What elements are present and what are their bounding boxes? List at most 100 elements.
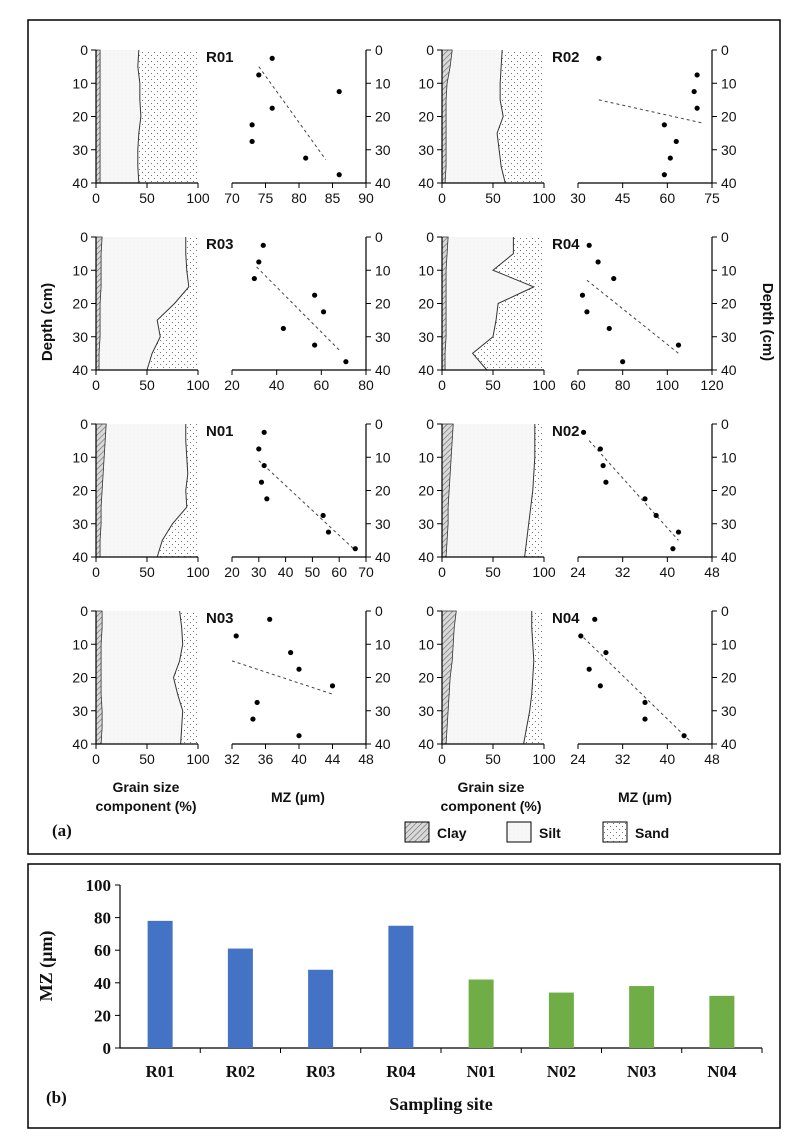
mz-x-tick-label: 60 (660, 190, 676, 206)
mz-x-tick-label: 30 (251, 564, 267, 580)
mz-point (592, 616, 598, 622)
mz-point (642, 699, 648, 706)
mz-point (694, 72, 700, 78)
mz-point (603, 649, 609, 656)
mz-x-tick-label: 80 (291, 190, 307, 206)
mz-point (325, 529, 332, 535)
mz-point (586, 666, 592, 672)
bar-r04 (388, 925, 414, 1048)
mz-depth-tick-label: 10 (721, 262, 737, 278)
panel-b-label: (b) (46, 1088, 67, 1107)
trend-line (231, 660, 333, 695)
mz-depth-tick-label: 40 (375, 549, 391, 565)
mz-point (596, 55, 602, 61)
panel-a-frame (27, 19, 781, 855)
mz-profile-r02: R02 0 10 20 30 40 30 45 60 75 (552, 42, 737, 206)
mz-depth-tick-label: 40 (721, 736, 737, 752)
mz-depth-tick-label: 20 (721, 670, 737, 686)
depth-tick-label: 10 (72, 262, 88, 278)
mz-point (320, 309, 327, 315)
site-label: R03 (206, 236, 234, 253)
mz-x-tick-label: 40 (269, 377, 285, 393)
depth-tick-label: 40 (418, 549, 434, 565)
mz-point (269, 55, 275, 61)
mz-x-tick-label: 75 (258, 190, 274, 206)
silt-sand-boundary (137, 49, 142, 184)
bar-n03 (629, 986, 655, 1048)
grain-x-tick-label: 100 (186, 190, 210, 206)
depth-tick-label: 30 (72, 516, 88, 532)
mz-depth-tick-label: 30 (375, 142, 391, 158)
grain-x-tick-label: 100 (186, 377, 210, 393)
mz-x-tick-label: 60 (570, 377, 586, 393)
bar-r01 (147, 920, 173, 1048)
silt-area (442, 611, 534, 744)
legend-silt-label: Silt (539, 825, 561, 841)
depth-tick-label: 10 (418, 75, 434, 91)
grain-x-tick-label: 50 (139, 377, 155, 393)
mz-point (296, 733, 302, 739)
mz-point (661, 172, 667, 178)
mz-depth-tick-label: 0 (721, 42, 729, 58)
bar-y-tick-label: 80 (94, 909, 111, 928)
grain-x-tick-label: 100 (532, 190, 556, 206)
mz-x-tick-label: 70 (224, 190, 240, 206)
mz-x-tick-label: 48 (704, 751, 720, 767)
mz-point (249, 138, 255, 145)
silt-sand-boundary (146, 237, 190, 371)
silt-sand-boundary (524, 424, 536, 558)
mz-depth-tick-label: 20 (721, 109, 737, 125)
mz-point (269, 105, 275, 111)
mz-x-tick-label: 60 (331, 564, 347, 580)
mz-profile-n03: N03 0 10 20 30 40 32 36 40 44 48 (206, 603, 391, 767)
grain-x-tick-label: 50 (485, 377, 501, 393)
mz-point (600, 462, 606, 469)
mz-x-tick-label: 32 (615, 751, 631, 767)
bar-category-label: N04 (707, 1062, 737, 1081)
bar-y-tick-label: 0 (103, 1039, 112, 1058)
bar-category-label: R01 (145, 1062, 174, 1081)
mz-point (642, 496, 648, 502)
silt-area (96, 611, 183, 744)
mz-point (258, 479, 265, 485)
bar-r03 (308, 969, 334, 1048)
depth-tick-label: 40 (72, 549, 88, 565)
mz-point (681, 733, 687, 739)
bar-y-tick-label: 100 (86, 876, 112, 895)
mz-x-tick-label: 90 (358, 190, 374, 206)
bar-category-label: R04 (386, 1062, 416, 1081)
depth-tick-label: 0 (426, 603, 434, 619)
mz-point (597, 446, 603, 452)
mz-point (260, 242, 266, 248)
mz-point (254, 699, 260, 706)
mz-x-tick-label: 40 (291, 751, 307, 767)
mz-depth-tick-label: 10 (375, 636, 391, 652)
depth-tick-label: 20 (418, 670, 434, 686)
mz-point (267, 616, 273, 622)
legend-clay-label: Clay (437, 825, 467, 841)
grain-x-tick-label: 100 (532, 377, 556, 393)
grain-x-tick-label: 0 (438, 190, 446, 206)
depth-tick-label: 10 (418, 449, 434, 465)
depth-tick-label: 10 (418, 636, 434, 652)
legend-clay-swatch (404, 821, 430, 843)
grain-x-tick-label: 100 (532, 751, 556, 767)
silt-area (96, 237, 189, 370)
depth-axis-label-left: Depth (cm) (39, 283, 56, 361)
mz-x-tick-label: 85 (325, 190, 341, 206)
bar-category-label: N01 (466, 1062, 495, 1081)
mz-depth-tick-label: 0 (375, 416, 383, 432)
depth-axis-label-right: Depth (cm) (759, 283, 776, 361)
trend-line (583, 637, 691, 742)
mz-point (250, 716, 256, 722)
site-label: N01 (206, 423, 234, 440)
mz-depth-tick-label: 20 (721, 296, 737, 312)
site-label: N04 (552, 610, 580, 627)
mz-x-tick-label: 30 (570, 190, 586, 206)
